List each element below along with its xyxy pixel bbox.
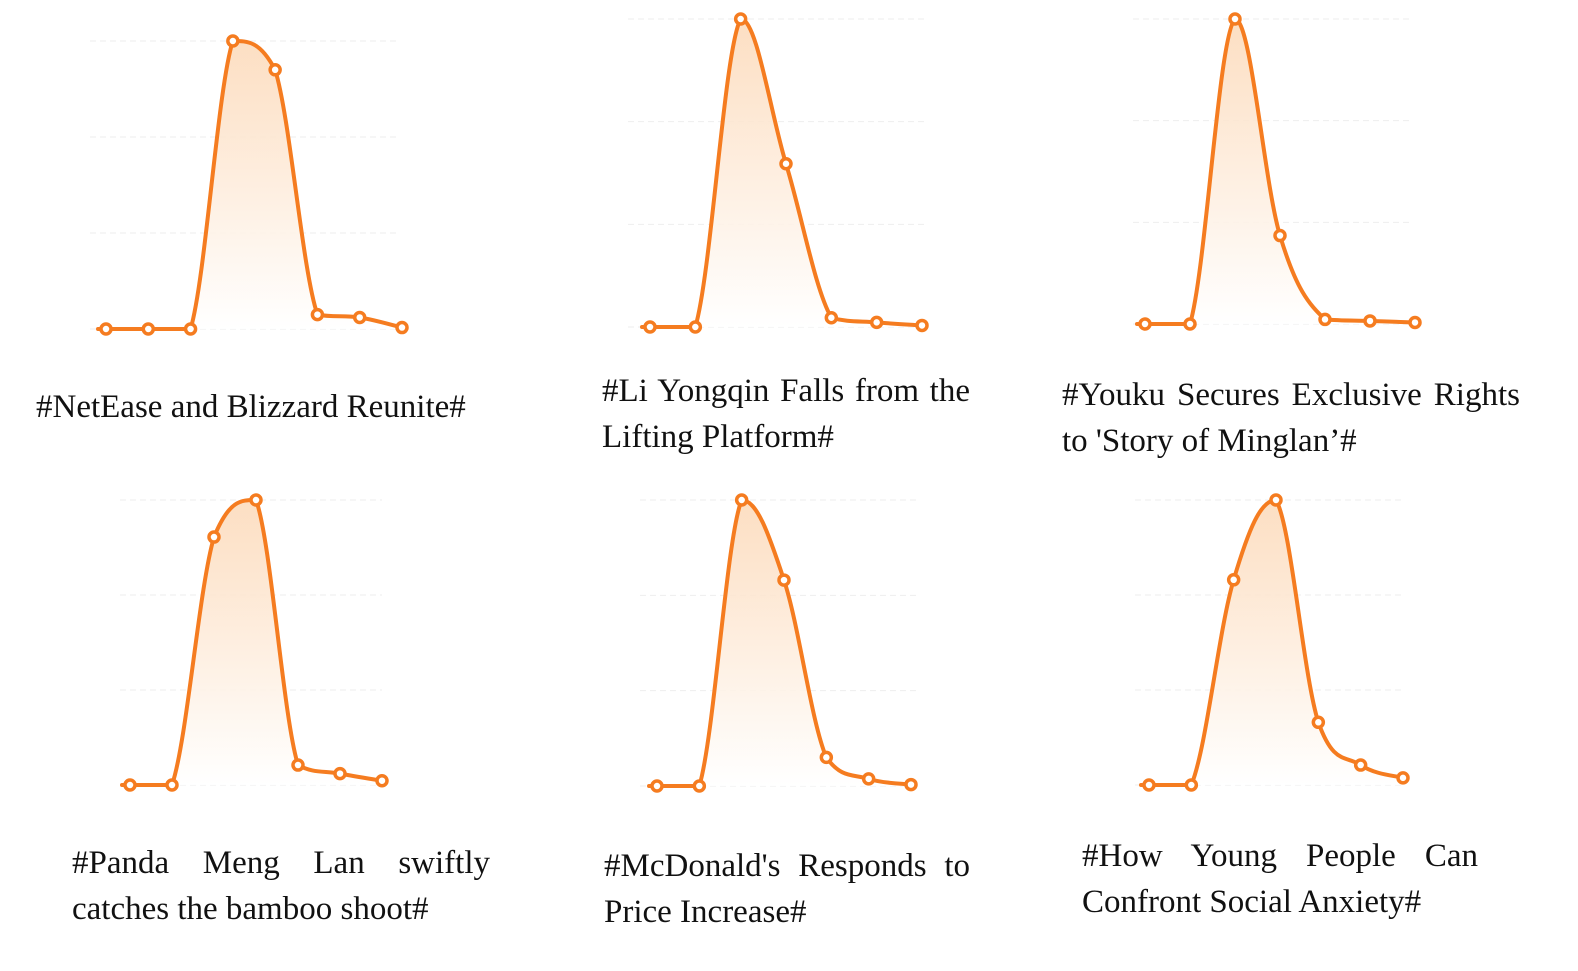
chart-5-point-7[interactable] [906, 780, 916, 790]
chart-2-point-4[interactable] [781, 159, 791, 169]
chart-6-point-6[interactable] [1356, 760, 1366, 770]
chart-5-area [657, 500, 911, 786]
chart-1-point-4[interactable] [228, 36, 238, 46]
chart-3-title: #Youku Secures Exclusive Rights to 'Stor… [1062, 372, 1520, 464]
chart-1-point-8[interactable] [397, 323, 407, 333]
chart-5-point-3[interactable] [737, 495, 747, 505]
chart-5-point-2[interactable] [694, 781, 704, 791]
chart-5-title: #McDonald's Responds to Price Increase# [604, 843, 970, 935]
chart-3-point-3[interactable] [1230, 14, 1240, 24]
chart-3-area [1145, 19, 1415, 324]
chart-1-point-5[interactable] [270, 65, 280, 75]
chart-3-point-1[interactable] [1140, 319, 1150, 329]
chart-panel-1 [80, 15, 415, 345]
chart-6-title: #How Young People Can Confront Social An… [1082, 833, 1478, 925]
chart-panel-4 [110, 485, 400, 805]
chart-2-point-7[interactable] [917, 320, 927, 330]
chart-1-point-2[interactable] [143, 324, 153, 334]
chart-3-point-7[interactable] [1410, 317, 1420, 327]
chart-1-point-3[interactable] [186, 324, 196, 334]
chart-5-point-4[interactable] [779, 575, 789, 585]
chart-2-svg [620, 5, 940, 345]
chart-4-point-1[interactable] [125, 780, 135, 790]
chart-1-point-7[interactable] [355, 312, 365, 322]
chart-2-point-5[interactable] [826, 313, 836, 323]
chart-2-point-3[interactable] [736, 14, 746, 24]
chart-3-svg [1125, 5, 1425, 345]
chart-4-point-5[interactable] [293, 760, 303, 770]
chart-4-point-7[interactable] [377, 776, 387, 786]
chart-1-point-6[interactable] [312, 310, 322, 320]
chart-2-point-1[interactable] [645, 322, 655, 332]
chart-4-point-4[interactable] [251, 495, 261, 505]
chart-3-point-5[interactable] [1320, 314, 1330, 324]
chart-5-point-5[interactable] [821, 752, 831, 762]
chart-4-svg [110, 485, 400, 805]
chart-6-area [1149, 500, 1403, 785]
chart-6-svg [1125, 485, 1425, 805]
chart-6-point-3[interactable] [1229, 575, 1239, 585]
chart-panel-3 [1125, 5, 1425, 345]
chart-6-point-1[interactable] [1144, 780, 1154, 790]
chart-3-point-2[interactable] [1185, 319, 1195, 329]
chart-5-point-6[interactable] [864, 774, 874, 784]
chart-2-point-2[interactable] [690, 322, 700, 332]
chart-2-area [650, 19, 922, 327]
chart-4-title: #Panda Meng Lan swiftly catches the bamb… [72, 840, 490, 932]
chart-1-area [106, 41, 402, 329]
chart-2-point-6[interactable] [872, 317, 882, 327]
chart-panel-5 [630, 485, 930, 805]
chart-6-point-2[interactable] [1186, 780, 1196, 790]
chart-6-point-4[interactable] [1271, 495, 1281, 505]
chart-3-point-6[interactable] [1365, 316, 1375, 326]
chart-6-point-5[interactable] [1313, 717, 1323, 727]
chart-panel-6 [1125, 485, 1425, 805]
chart-4-point-2[interactable] [167, 780, 177, 790]
chart-3-point-4[interactable] [1275, 231, 1285, 241]
chart-4-point-3[interactable] [209, 532, 219, 542]
chart-4-point-6[interactable] [335, 769, 345, 779]
chart-1-svg [80, 15, 415, 345]
chart-6-point-7[interactable] [1398, 773, 1408, 783]
chart-1-point-1[interactable] [101, 324, 111, 334]
chart-panel-2 [620, 5, 940, 345]
chart-5-point-1[interactable] [652, 781, 662, 791]
chart-4-area [130, 500, 382, 785]
chart-1-title: #NetEase and Blizzard Reunite# [36, 384, 556, 430]
chart-2-title: #Li Yongqin Falls from the Lifting Platf… [602, 368, 970, 460]
chart-5-svg [630, 485, 930, 805]
